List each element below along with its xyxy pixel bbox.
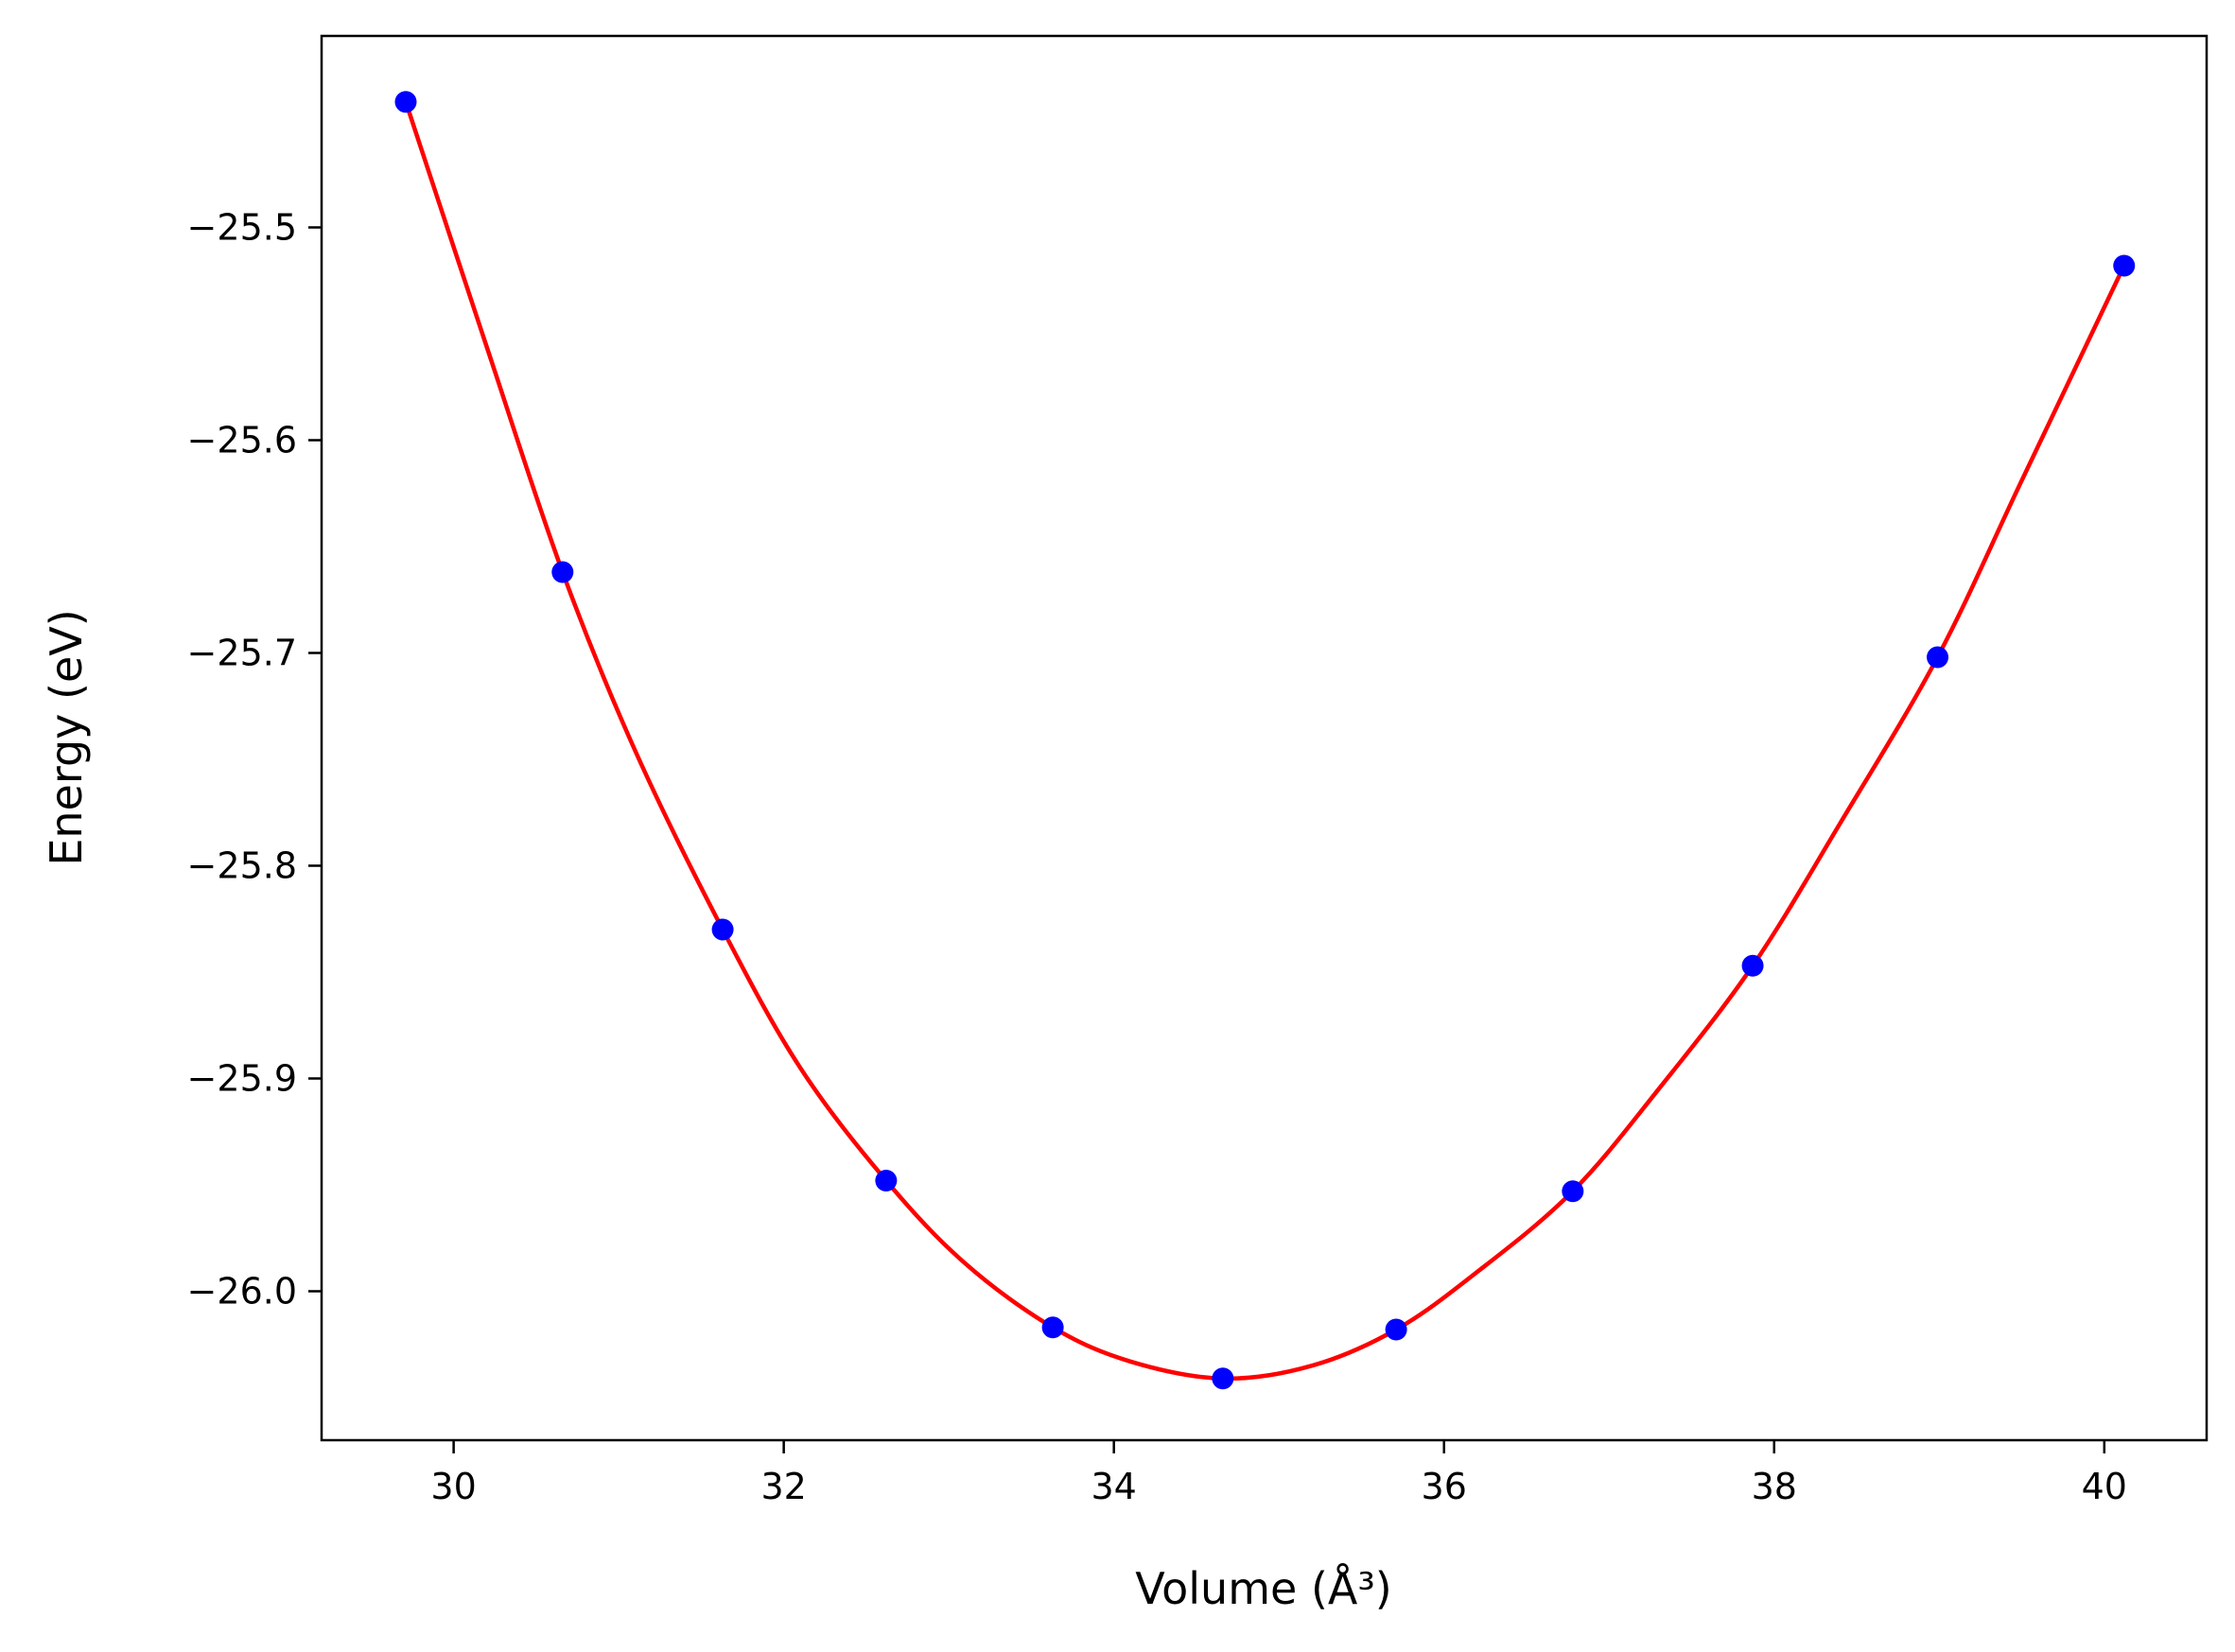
data-point [1385, 1318, 1407, 1341]
plot-background [322, 36, 2207, 1440]
x-tick-label: 38 [1752, 1466, 1797, 1507]
y-tick-label: −25.5 [187, 207, 297, 249]
x-tick-label: 34 [1091, 1466, 1137, 1507]
data-point [394, 91, 417, 113]
x-axis-ticks: 30 32 34 36 38 40 [430, 1440, 2127, 1507]
data-point [711, 918, 734, 941]
y-tick-label: −26.0 [187, 1271, 297, 1313]
data-point [1741, 954, 1764, 977]
data-point [1212, 1367, 1234, 1390]
data-point [551, 561, 574, 583]
data-point [1562, 1180, 1584, 1203]
y-axis-ticks: −26.0 −25.9 −25.8 −25.7 −25.6 −25.5 [187, 207, 322, 1313]
y-tick-label: −25.8 [187, 845, 297, 887]
fit-curve-line [403, 100, 2126, 1382]
data-points [394, 91, 2136, 1390]
plot-frame [320, 34, 2209, 1442]
data-point [875, 1170, 898, 1191]
x-axis-label: Volume (Å³) [1135, 1563, 1392, 1614]
x-tick-label: 32 [760, 1466, 806, 1507]
y-tick-label: −25.7 [187, 633, 297, 674]
data-point [1041, 1316, 1064, 1339]
y-axis-label: Energy (eV) [41, 609, 92, 865]
y-tick-label: −25.9 [187, 1058, 297, 1100]
data-point [2113, 254, 2136, 277]
data-point [1927, 646, 1949, 669]
x-tick-label: 40 [2082, 1466, 2127, 1507]
x-tick-label: 30 [430, 1466, 476, 1507]
y-tick-label: −25.6 [187, 420, 297, 461]
x-tick-label: 36 [1422, 1466, 1467, 1507]
